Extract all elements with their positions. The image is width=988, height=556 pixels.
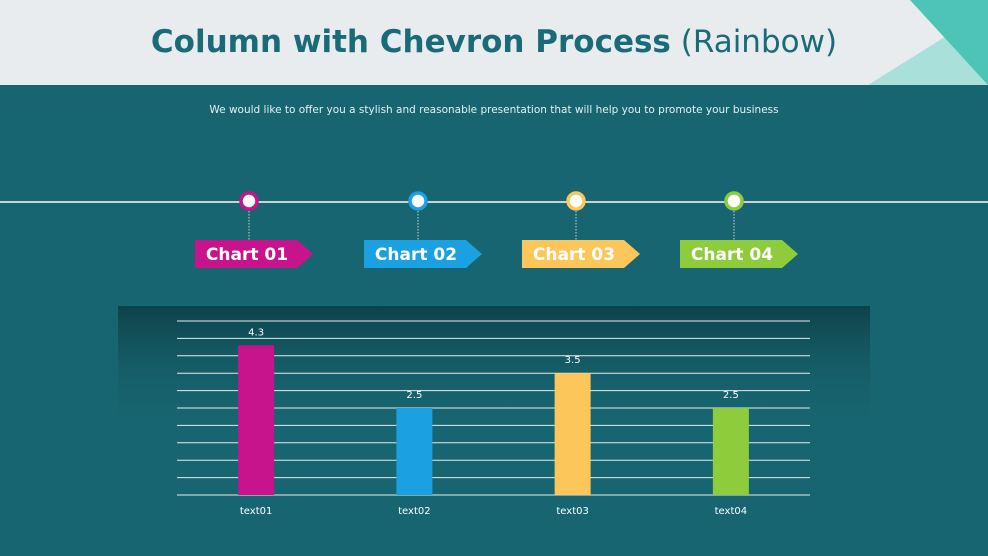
- subtitle: We would like to offer you a stylish and…: [209, 104, 778, 116]
- title: Column with Chevron Process (Rainbow): [151, 24, 837, 60]
- chevron: [680, 240, 798, 268]
- data-label: 2.5: [406, 390, 422, 401]
- step-dot: [239, 191, 259, 211]
- chart-panel: [118, 306, 870, 431]
- x-tick-label: text02: [398, 506, 430, 517]
- chevron: [522, 240, 640, 268]
- step-dot: [724, 191, 744, 211]
- step-dot: [566, 191, 586, 211]
- data-label: 2.5: [723, 390, 739, 401]
- bar: [712, 408, 749, 495]
- x-tick-label: text03: [556, 506, 588, 517]
- x-tick-label: text04: [715, 506, 747, 517]
- title-suffix: (Rainbow): [681, 24, 837, 60]
- corner-shape: [910, 0, 988, 85]
- chevron-label: Chart 01: [206, 245, 288, 265]
- chevron-label: Chart 03: [533, 245, 615, 265]
- chevron-label: Chart 02: [375, 245, 457, 265]
- data-label: 3.5: [565, 355, 581, 366]
- header-band: [0, 0, 988, 85]
- bar: [238, 345, 275, 495]
- bar: [396, 408, 433, 495]
- bar: [554, 373, 591, 495]
- step-dot: [408, 191, 428, 211]
- chevron-label: Chart 04: [691, 245, 773, 265]
- chevron: [195, 240, 313, 268]
- data-label: 4.3: [248, 327, 264, 338]
- chevron: [364, 240, 482, 268]
- title-main: Column with Chevron Process: [151, 24, 671, 60]
- x-tick-label: text01: [240, 506, 272, 517]
